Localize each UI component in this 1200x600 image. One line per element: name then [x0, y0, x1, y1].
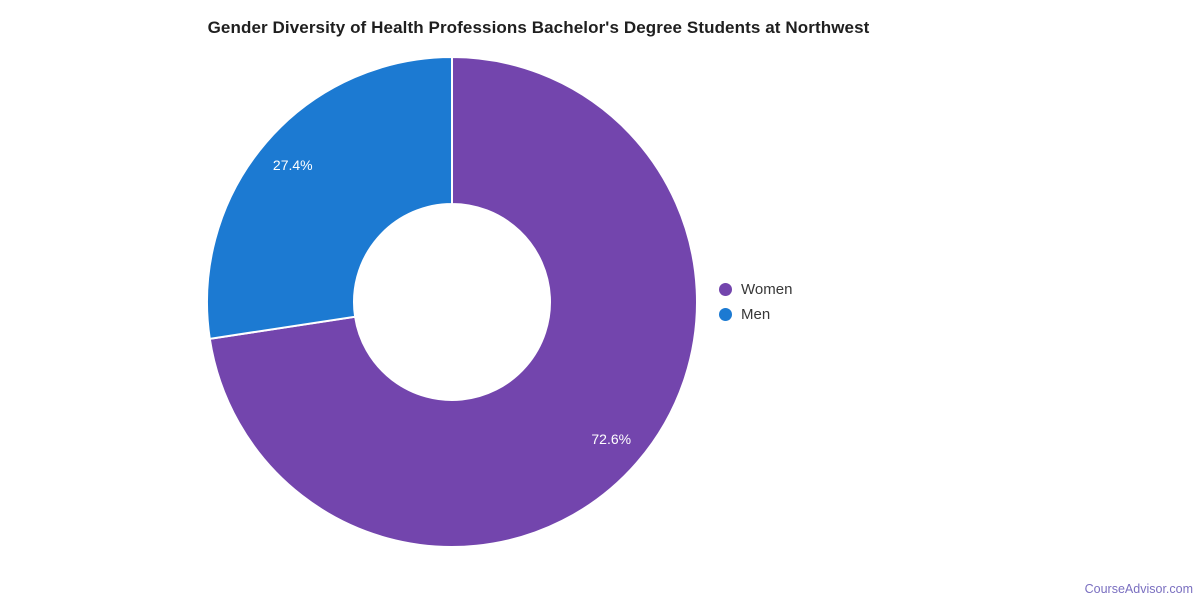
slice-label-men: 27.4% — [273, 157, 313, 173]
pie-slice-women[interactable] — [208, 55, 698, 548]
legend-label-men: Men — [741, 306, 771, 323]
courseadvisor-link[interactable]: CourseAdvisor.com — [1084, 582, 1193, 596]
legend-swatch-men-icon — [719, 308, 732, 321]
legend-item-men[interactable]: Men — [719, 302, 792, 327]
chart-title: Gender Diversity of Health Professions B… — [207, 18, 870, 37]
legend-swatch-women-icon — [719, 283, 732, 296]
legend-label-women: Women — [741, 281, 793, 298]
legend: Women Men — [719, 277, 792, 327]
slice-label-women: 72.6% — [591, 431, 631, 447]
pie-slice-men[interactable] — [206, 55, 453, 340]
legend-item-women[interactable]: Women — [719, 277, 792, 302]
